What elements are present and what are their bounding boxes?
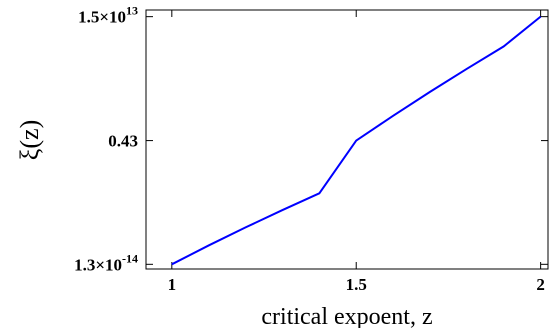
y-tick-exponent: 13 [126,4,138,18]
series-line [171,15,542,266]
x-tick-label: 2 [536,275,545,294]
y-tick-mantissa: 1.5 [78,8,99,27]
x-tick-label: 1.5 [346,275,367,294]
plot-frame [145,9,549,270]
x-axis-label: critical expoent, z [261,304,432,328]
x-tick-label: 1 [168,275,177,294]
series-layer [171,15,542,266]
y-tick-times: ×10 [95,255,122,274]
y-axis-label: ξ(z) [15,120,44,160]
y-tick-label: 1.5×1013 [78,4,138,27]
x-axis-ticks: 1 1.5 2 [168,10,545,294]
y-tick-mantissa: 1.3 [74,255,95,274]
y-tick-label: 0.43 [108,132,138,151]
y-tick-exponent: -14 [122,251,138,265]
y-tick-times: ×10 [99,8,126,27]
y-axis-ticks: 1.3×10-140.431.5×1013 [74,4,548,274]
y-tick-label: 1.3×10-14 [74,251,138,274]
